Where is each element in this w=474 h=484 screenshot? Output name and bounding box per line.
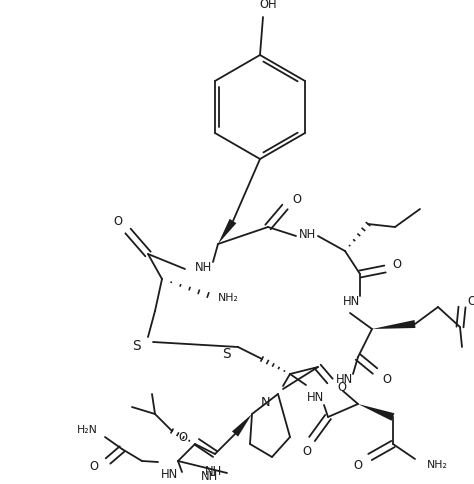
- Text: O: O: [383, 373, 392, 386]
- Text: S: S: [222, 346, 230, 360]
- Polygon shape: [232, 414, 252, 437]
- Text: HN: HN: [337, 373, 354, 386]
- Polygon shape: [372, 320, 416, 329]
- Polygon shape: [218, 219, 237, 244]
- Text: O: O: [354, 458, 363, 471]
- Text: O: O: [292, 193, 301, 206]
- Text: NH: NH: [194, 261, 211, 274]
- Text: NH₂: NH₂: [218, 292, 238, 302]
- Text: NH: NH: [204, 465, 222, 478]
- Text: O: O: [392, 258, 401, 271]
- Text: HN: HN: [161, 468, 179, 481]
- Text: O: O: [113, 215, 122, 228]
- Text: O: O: [302, 445, 311, 457]
- Text: HN: HN: [343, 295, 361, 308]
- Polygon shape: [358, 404, 394, 421]
- Text: N: N: [261, 396, 271, 408]
- Text: O: O: [90, 459, 99, 472]
- Text: NH: NH: [300, 228, 317, 241]
- Text: S: S: [132, 338, 140, 352]
- Text: NH₂: NH₂: [427, 459, 447, 469]
- Text: H₂N: H₂N: [77, 424, 98, 434]
- Text: OH: OH: [259, 0, 277, 11]
- Text: O: O: [179, 431, 188, 443]
- Text: NH: NH: [201, 469, 219, 483]
- Text: O: O: [467, 295, 474, 308]
- Text: HN: HN: [307, 391, 325, 404]
- Text: O: O: [337, 381, 346, 393]
